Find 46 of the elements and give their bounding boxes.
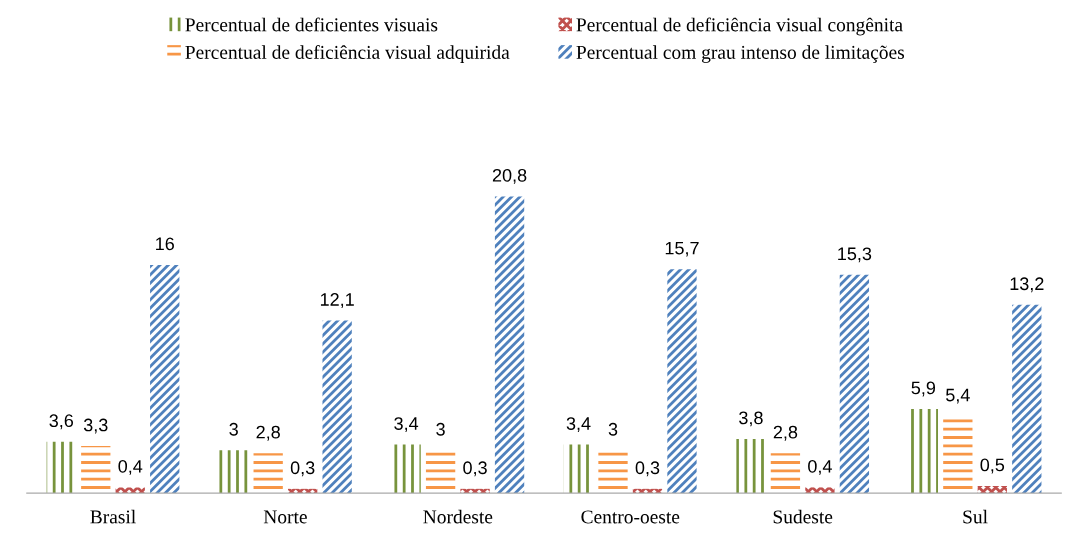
bar	[1012, 304, 1042, 494]
legend-label: Percentual de deficiência visual adquirida	[185, 45, 510, 63]
data-label: 3	[436, 422, 445, 436]
bar	[805, 487, 835, 494]
data-label: 3,4	[394, 417, 419, 433]
bar	[391, 444, 421, 494]
data-label: 3,3	[83, 418, 108, 434]
data-label: 3,4	[566, 417, 591, 433]
bar	[667, 269, 697, 494]
legend-label: Percentual com grau intenso de limitações	[576, 45, 905, 63]
data-label: 0,3	[290, 461, 315, 477]
bar	[322, 320, 352, 494]
x-tick-label: Sudeste	[773, 509, 833, 524]
legend-label: Percentual de deficientes visuais	[185, 17, 438, 32]
x-tick-label: Sul	[963, 509, 988, 524]
data-label: 16	[156, 237, 174, 251]
data-label: 0,3	[463, 461, 487, 477]
bar	[219, 450, 249, 494]
x-tick-label: Centro-oeste	[581, 510, 680, 524]
bar	[46, 441, 76, 494]
x-tick-label: Brasil	[90, 509, 136, 524]
data-label: 12,1	[320, 293, 354, 308]
data-label: 15,7	[665, 241, 699, 257]
data-label: 3	[608, 422, 618, 436]
data-label: 13,2	[1010, 277, 1044, 293]
data-label: 0,5	[980, 458, 1005, 474]
data-label: 0,3	[635, 461, 660, 477]
data-label: 3,6	[49, 414, 74, 430]
bar	[839, 274, 870, 494]
bar	[736, 438, 766, 494]
bar	[150, 264, 180, 494]
data-label: 2,8	[256, 425, 280, 441]
data-label: 20,8	[492, 168, 527, 184]
data-label: 3	[229, 422, 238, 436]
bar	[908, 408, 938, 494]
x-tick-label: Nordeste	[423, 509, 493, 524]
data-label: 3,8	[739, 411, 763, 427]
data-label: 0,4	[808, 459, 832, 475]
data-label: 5,9	[911, 381, 936, 397]
legend-label: Percentual de deficiência visual congênita	[576, 17, 903, 36]
x-tick-label: Norte	[263, 510, 307, 524]
bar	[494, 196, 525, 494]
data-label: 5,4	[946, 388, 970, 404]
data-label: 2,8	[773, 425, 798, 441]
data-label: 15,3	[838, 247, 872, 263]
data-label: 0,4	[118, 459, 143, 475]
